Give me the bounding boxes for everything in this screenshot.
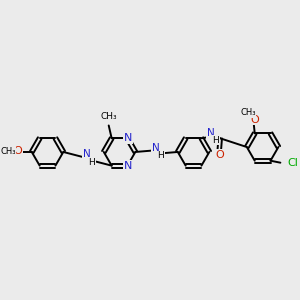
Text: H: H — [158, 152, 164, 160]
Text: N: N — [152, 142, 160, 152]
Text: H: H — [212, 136, 219, 145]
Text: CH₃: CH₃ — [240, 108, 256, 117]
Text: O: O — [250, 115, 259, 124]
Text: N: N — [83, 149, 91, 159]
Text: CH₃: CH₃ — [0, 147, 16, 156]
Text: Cl: Cl — [287, 158, 298, 168]
Text: N: N — [207, 128, 215, 138]
Text: O: O — [215, 150, 224, 160]
Text: O: O — [14, 146, 22, 157]
Text: CH₃: CH₃ — [100, 112, 117, 121]
Text: H: H — [88, 158, 95, 167]
Text: N: N — [124, 133, 132, 143]
Text: N: N — [124, 161, 132, 171]
